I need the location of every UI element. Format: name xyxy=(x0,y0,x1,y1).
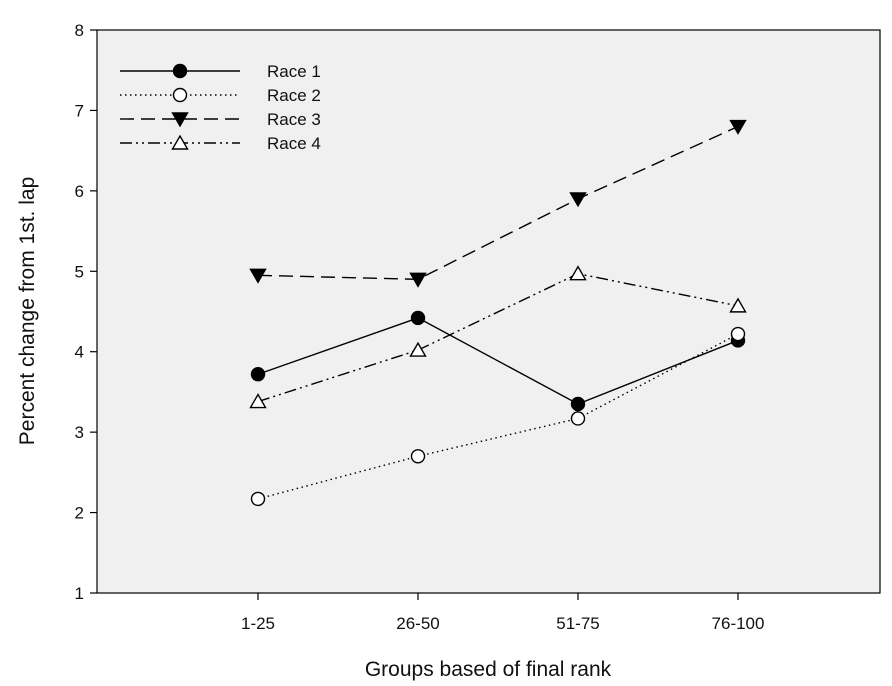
data-point xyxy=(249,268,267,284)
legend-marker xyxy=(172,87,188,103)
legend-entry: Race 2 xyxy=(120,86,321,105)
series-layer xyxy=(249,119,747,507)
y-tick-label: 4 xyxy=(75,343,84,362)
x-tick-label: 26-50 xyxy=(396,614,439,633)
series-line xyxy=(257,333,739,500)
data-point xyxy=(249,393,267,409)
y-tick-label: 3 xyxy=(75,423,84,442)
series-line xyxy=(257,272,739,403)
data-point xyxy=(409,272,427,288)
series-line xyxy=(257,125,739,281)
data-point xyxy=(410,449,426,464)
y-tick-label: 1 xyxy=(75,584,84,603)
series-line xyxy=(257,317,739,405)
legend: Race 1 Race 2 Race 3 Race 4 xyxy=(120,62,321,153)
x-tick-label: 76-100 xyxy=(712,614,765,633)
data-point xyxy=(730,326,746,342)
y-tick-label: 6 xyxy=(75,182,84,201)
x-tick-label: 1-25 xyxy=(241,614,275,633)
plot-area xyxy=(96,29,881,594)
series-4 xyxy=(249,265,747,409)
legend-marker xyxy=(171,112,189,128)
legend-label: Race 4 xyxy=(267,134,321,153)
legend-label: Race 2 xyxy=(267,86,321,105)
legend-entry: Race 4 xyxy=(120,134,321,153)
data-point xyxy=(409,341,427,357)
y-tick-label: 7 xyxy=(75,101,84,120)
x-axis-title: Groups based of final rank xyxy=(365,658,612,681)
legend-entry: Race 3 xyxy=(120,110,321,129)
legend-marker xyxy=(171,134,189,150)
data-point xyxy=(729,119,747,135)
y-tick-label: 5 xyxy=(75,262,84,281)
y-tick-label: 2 xyxy=(75,504,84,523)
legend-marker xyxy=(172,63,188,79)
data-point xyxy=(410,310,426,326)
legend-label: Race 1 xyxy=(267,62,321,81)
series-3 xyxy=(249,119,747,288)
data-point xyxy=(570,396,586,412)
data-point xyxy=(250,367,266,382)
y-axis-title: Percent change from 1st. lap xyxy=(16,177,39,445)
y-axis-ticks: 1 2 3 4 5 6 7 8 xyxy=(75,21,97,603)
legend-label: Race 3 xyxy=(267,110,321,129)
x-tick-label: 51-75 xyxy=(556,614,599,633)
data-point xyxy=(569,192,587,208)
y-tick-label: 8 xyxy=(75,21,84,40)
data-point xyxy=(250,491,266,507)
x-axis-ticks: 1-25 26-50 51-75 76-100 xyxy=(241,593,764,633)
legend-entry: Race 1 xyxy=(120,62,321,81)
data-point xyxy=(729,297,747,313)
data-point xyxy=(569,265,587,281)
series-2 xyxy=(250,326,746,507)
data-point xyxy=(570,411,586,426)
